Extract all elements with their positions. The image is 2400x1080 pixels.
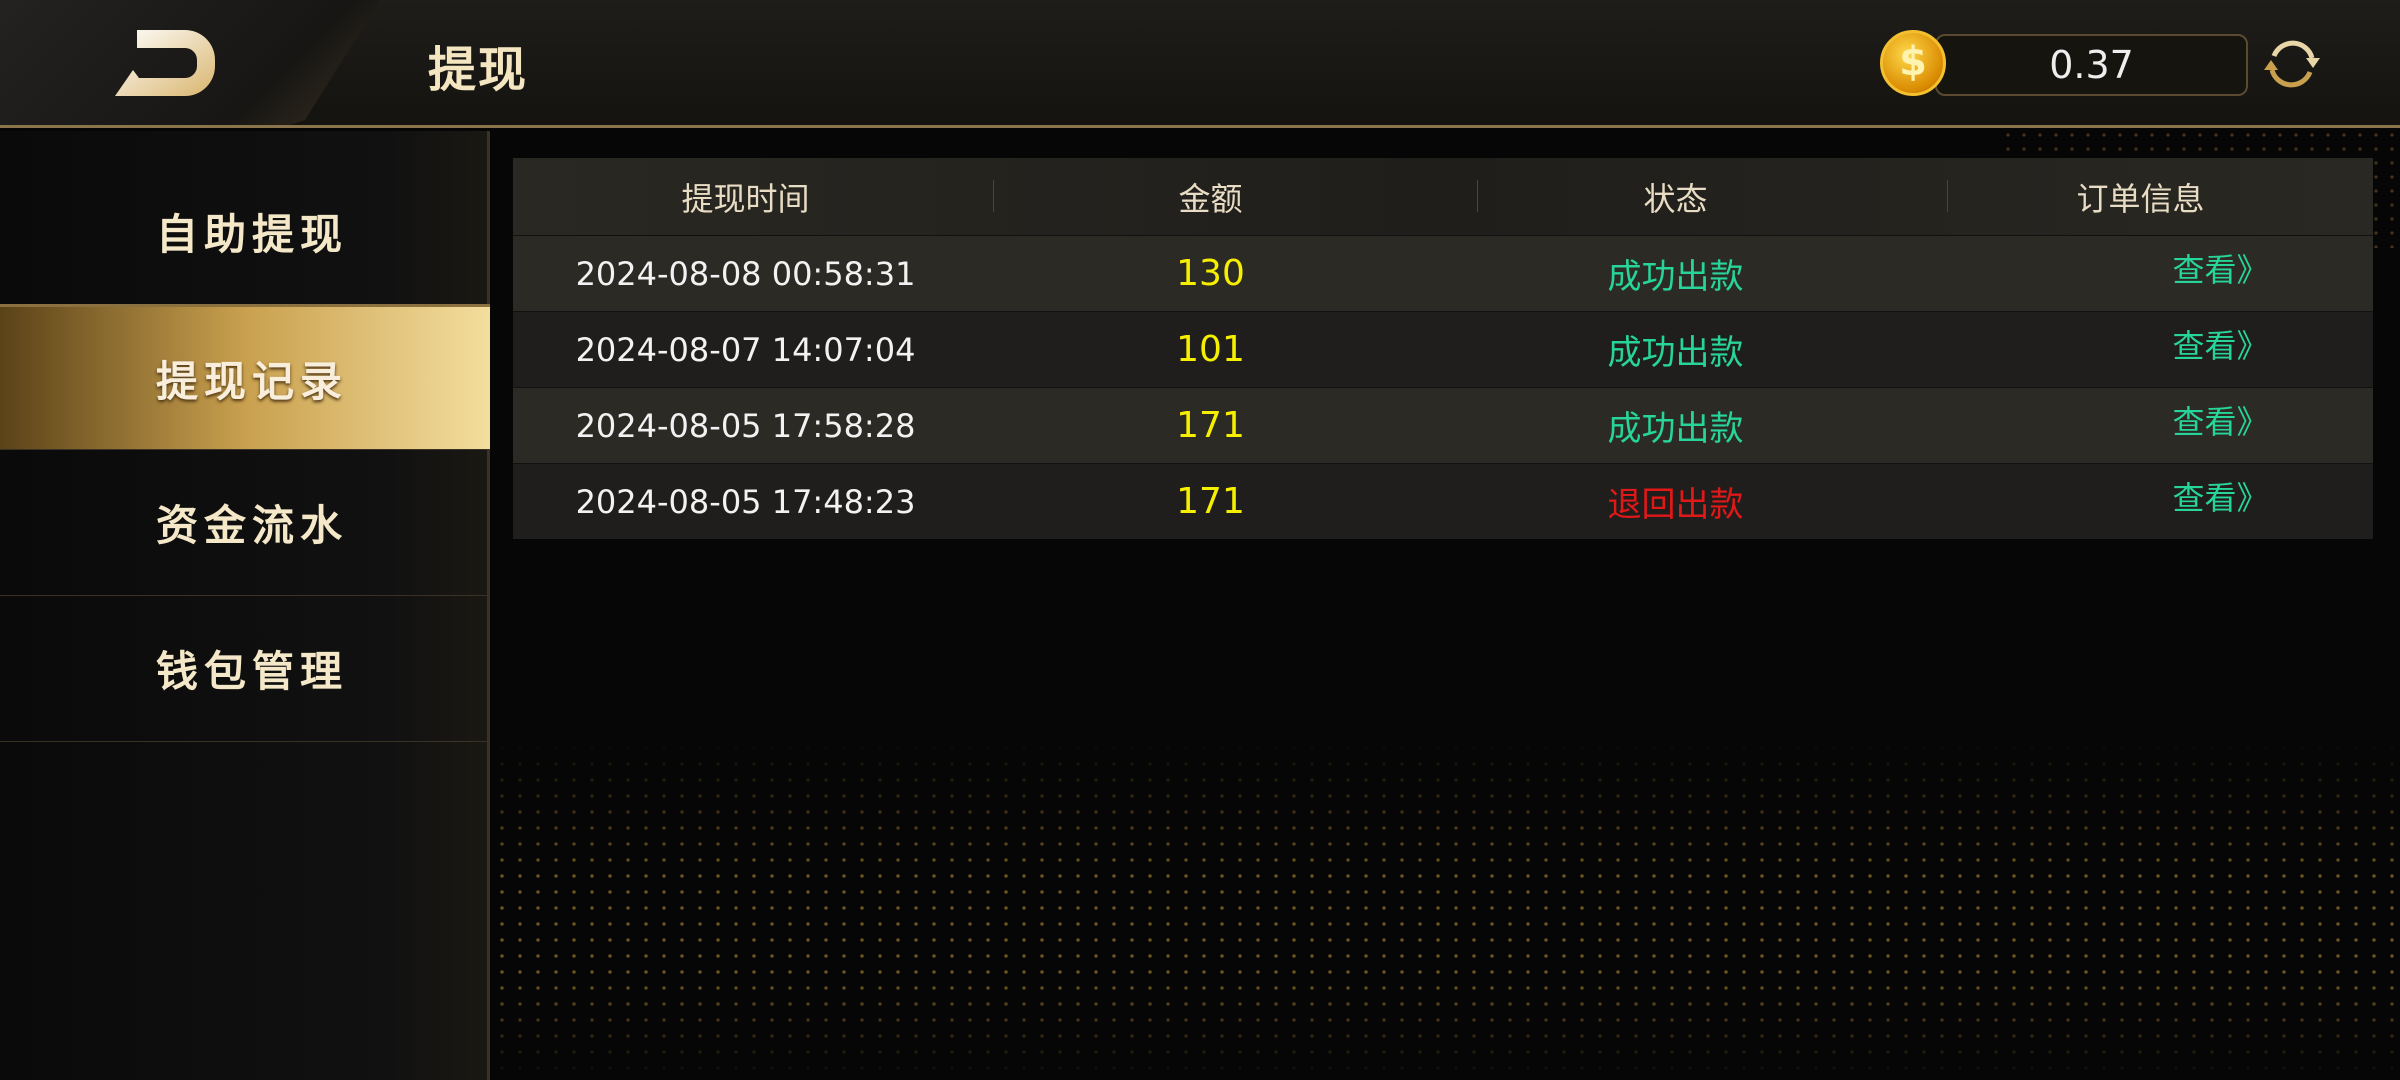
refresh-icon[interactable]: [2260, 34, 2324, 94]
table-row: 2024-08-08 00:58:31 130 成功出款 查看》: [513, 235, 2373, 311]
sidebar-item-wallet-management[interactable]: 钱包管理: [0, 596, 490, 742]
sidebar-item-withdraw-records[interactable]: 提现记录: [0, 304, 490, 450]
view-order-link[interactable]: 查看》: [2172, 250, 2269, 289]
coin-icon: $: [1880, 30, 1946, 96]
column-header-time: 提现时间: [681, 179, 810, 218]
column-divider: [1947, 180, 1948, 212]
withdraw-status: 成功出款: [1607, 257, 1744, 297]
sidebar: 自助提现 提现记录 资金流水 钱包管理: [0, 131, 490, 1080]
table-row: 2024-08-05 17:48:23 171 退回出款 查看》: [513, 463, 2373, 539]
view-order-link[interactable]: 查看》: [2172, 402, 2269, 441]
header: 提现 $ 0.37: [0, 0, 2400, 128]
column-header-order-info: 订单信息: [2076, 179, 2205, 218]
table-header: 提现时间 金额 状态 订单信息: [513, 158, 2373, 235]
withdraw-records-table: 提现时间 金额 状态 订单信息 2024-08-08 00:58:31 130 …: [513, 158, 2373, 539]
withdraw-status: 成功出款: [1607, 409, 1744, 449]
withdraw-amount: 101: [1176, 329, 1245, 370]
withdraw-time: 2024-08-05 17:58:28: [575, 406, 916, 445]
withdraw-amount: 171: [1176, 405, 1245, 446]
column-header-status: 状态: [1643, 179, 1708, 218]
withdraw-time: 2024-08-05 17:48:23: [575, 482, 916, 521]
page-title: 提现: [428, 42, 529, 98]
table-row: 2024-08-07 14:07:04 101 成功出款 查看》: [513, 311, 2373, 387]
dotted-background: [493, 740, 2400, 1080]
column-header-amount: 金额: [1178, 179, 1243, 218]
sidebar-item-label: 提现记录: [156, 356, 349, 406]
table-body: 2024-08-08 00:58:31 130 成功出款 查看》 2024-08…: [513, 235, 2373, 539]
withdraw-time: 2024-08-08 00:58:31: [575, 254, 916, 293]
back-icon[interactable]: [115, 30, 215, 96]
withdraw-status: 退回出款: [1607, 485, 1744, 525]
sidebar-item-self-withdraw[interactable]: 自助提现: [0, 158, 490, 304]
sidebar-item-label: 钱包管理: [156, 647, 349, 696]
view-order-link[interactable]: 查看》: [2172, 326, 2269, 365]
balance-display: 0.37: [1935, 34, 2248, 96]
withdraw-status: 成功出款: [1607, 333, 1744, 373]
view-order-link[interactable]: 查看》: [2172, 478, 2269, 517]
table-row: 2024-08-05 17:58:28 171 成功出款 查看》: [513, 387, 2373, 463]
sidebar-item-label: 资金流水: [156, 501, 349, 550]
column-divider: [993, 180, 994, 212]
sidebar-item-label: 自助提现: [156, 209, 349, 259]
withdraw-amount: 130: [1176, 253, 1245, 294]
withdraw-amount: 171: [1176, 481, 1245, 522]
sidebar-item-fund-flow[interactable]: 资金流水: [0, 450, 490, 596]
withdraw-time: 2024-08-07 14:07:04: [575, 330, 916, 369]
column-divider: [1477, 180, 1478, 212]
